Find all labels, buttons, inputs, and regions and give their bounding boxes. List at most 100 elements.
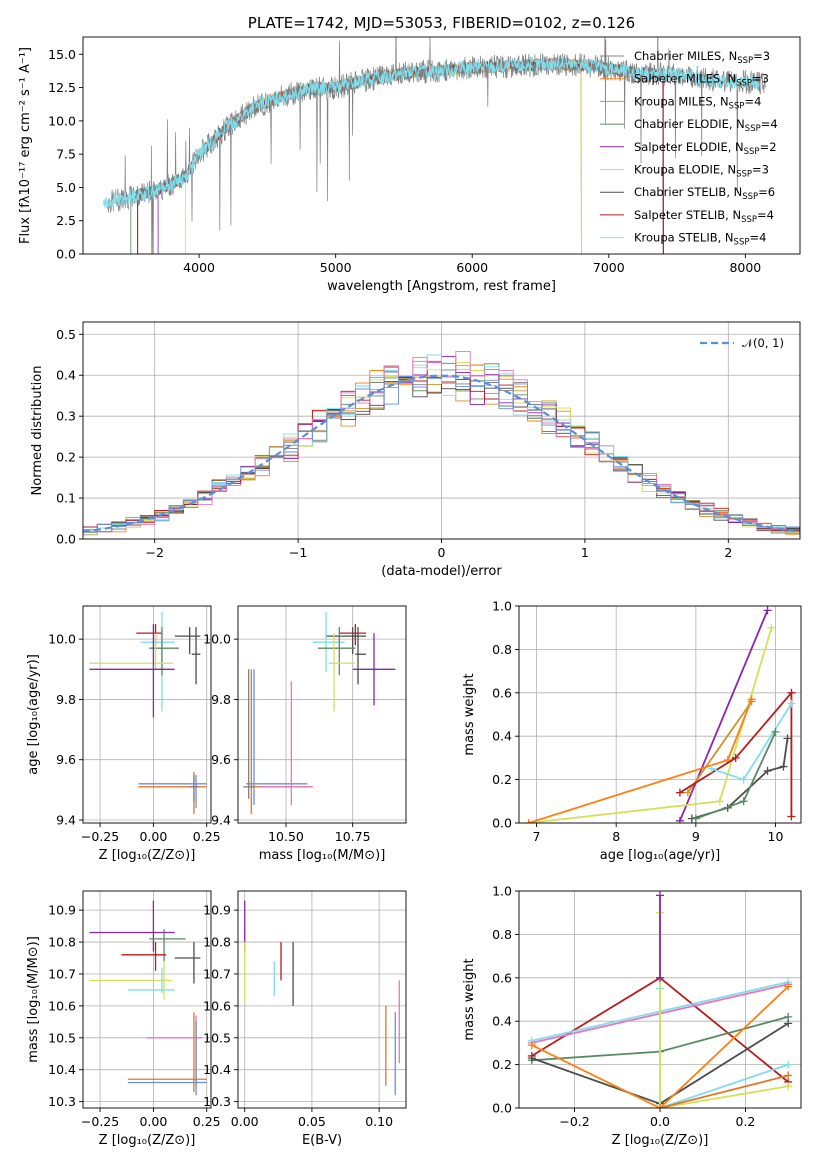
legend-entry: 𝒩(0, 1) xyxy=(742,336,784,350)
y-tick-label: 10.3 xyxy=(48,1094,76,1109)
x-axis-label: mass [log₁₀(M/M⊙)] xyxy=(259,848,386,863)
x-tick-label: −1 xyxy=(289,545,307,560)
model-spectrum-kroupa-stelib-top xyxy=(102,56,760,208)
axes-frame xyxy=(518,605,802,824)
x-tick-label: 0.10 xyxy=(365,1114,393,1129)
y-tick-label: 0.2 xyxy=(492,1057,512,1072)
x-tick-label: 10 xyxy=(768,829,784,844)
x-tick-label: 10.50 xyxy=(268,829,304,844)
y-tick-label: 10.9 xyxy=(48,903,76,918)
x-tick-label: 0.2 xyxy=(736,1114,756,1129)
y-tick-label: 10.4 xyxy=(203,1062,231,1077)
y-tick-label: 9.4 xyxy=(211,812,231,827)
plus-marker xyxy=(783,734,792,743)
plus-marker xyxy=(771,727,780,736)
x-axis-label: Z [log₁₀(Z/Z⊙)] xyxy=(99,848,196,863)
legend-entry: Chabrier MILES, NSSP=3 xyxy=(634,49,770,66)
legend-entry: Chabrier STELIB, NSSP=6 xyxy=(634,185,775,202)
panel-massweight_vs_Z: −0.2 0.0 0.2 0.0 0.2 0.4 0.6 0.8 1.0 Z [log₁₀(Z/Z… xyxy=(462,884,802,1148)
y-axis-label: mass [log₁₀(M/M⊙)] xyxy=(26,936,41,1063)
x-tick-label: 2 xyxy=(724,545,732,560)
x-axis-label: wavelength [Angstrom, rest frame] xyxy=(327,279,556,294)
y-tick-label: 1.0 xyxy=(492,884,512,899)
y-axis-label: mass weight xyxy=(462,673,477,755)
mass-weight-line xyxy=(531,985,789,1108)
x-tick-label: 10.75 xyxy=(335,829,371,844)
mass-weight-line xyxy=(659,1074,789,1108)
mass-weight-line xyxy=(687,700,753,794)
y-tick-label: 2.5 xyxy=(56,213,76,228)
plot-area xyxy=(89,900,207,1096)
x-tick-label: 6000 xyxy=(456,260,488,275)
plus-marker xyxy=(784,1060,793,1069)
plus-marker xyxy=(747,695,756,704)
x-tick-label: 8 xyxy=(612,829,620,844)
legend-entry: Kroupa ELODIE, NSSP=3 xyxy=(634,163,769,180)
legend-entry: Salpeter STELIB, NSSP=4 xyxy=(634,208,774,225)
x-tick-label: 0 xyxy=(438,545,446,560)
plot-area xyxy=(89,612,207,814)
x-tick-label: 5000 xyxy=(320,260,352,275)
x-axis-label: Z [log₁₀(Z/Z⊙)] xyxy=(612,1133,709,1148)
y-tick-label: 0.4 xyxy=(492,729,512,744)
x-tick-label: 0.0 xyxy=(650,1114,670,1129)
plus-marker xyxy=(691,814,700,823)
plus-marker xyxy=(784,1082,793,1091)
x-tick-label: −0.25 xyxy=(81,1114,119,1129)
y-tick-label: 0.0 xyxy=(492,816,512,831)
x-tick-label: 0.00 xyxy=(231,1114,259,1129)
y-tick-label: 10.8 xyxy=(48,935,76,950)
plus-marker xyxy=(683,788,692,797)
plus-marker xyxy=(527,1054,536,1063)
model-spectrum-kroupa_elodie xyxy=(184,57,582,254)
plus-marker xyxy=(675,816,684,823)
plus-marker xyxy=(784,982,793,991)
plus-marker xyxy=(787,699,796,708)
y-tick-label: 0.8 xyxy=(492,642,512,657)
plus-marker xyxy=(527,1041,536,1050)
y-tick-label: 10.0 xyxy=(48,113,76,128)
y-tick-label: 10.6 xyxy=(203,998,231,1013)
model-spectrum-salpeter_miles xyxy=(137,57,664,254)
plus-marker xyxy=(656,973,664,982)
x-tick-label: 9 xyxy=(692,829,700,844)
y-tick-label: 1.0 xyxy=(492,599,512,614)
plot-area xyxy=(83,350,800,536)
mass-weight-line xyxy=(679,690,793,817)
y-tick-label: 0.6 xyxy=(492,970,512,985)
mass-weight-line xyxy=(528,698,753,823)
panel-massweight_vs_age: 7 8 9 10 0.0 0.2 0.4 0.6 0.8 1.0 age [log₁₀(age/yr… xyxy=(462,599,802,863)
mass-weight-line xyxy=(659,912,789,1108)
model-spectrum-salpeter_stelib xyxy=(137,58,664,254)
plus-marker xyxy=(787,812,796,821)
plot-area xyxy=(244,900,400,1096)
panel-mass_vs_Z: −0.25 0.00 0.25 10.3 10.4 10.5 10.6 10.7 10.8 10.… xyxy=(26,890,221,1148)
y-tick-label: 9.4 xyxy=(56,812,76,827)
y-tick-label: 9.6 xyxy=(211,752,231,767)
y-axis-label: Flux [fλ10⁻¹⁷ erg cm⁻² s⁻¹ A⁻¹] xyxy=(18,47,33,244)
legend-entry: Salpeter MILES, NSSP=3 xyxy=(634,72,769,89)
axes-frame xyxy=(82,605,212,824)
plus-marker xyxy=(767,623,776,632)
x-axis-label: Z [log₁₀(Z/Z⊙)] xyxy=(99,1133,196,1148)
chart-title: PLATE=1742, MJD=53053, FIBERID=0102, z=0… xyxy=(248,14,635,32)
plus-marker xyxy=(739,775,748,784)
axes-frame xyxy=(237,605,407,824)
model-spectrum-salpeter_elodie xyxy=(157,56,664,254)
y-tick-label: 10.5 xyxy=(48,1030,76,1045)
panel-spectrum: 4000 5000 6000 7000 8000 0.0 2.5 5.0 7.5 10.0 12.5… xyxy=(18,14,801,294)
x-tick-label: 0.00 xyxy=(139,829,167,844)
mass-weight-line xyxy=(679,609,769,822)
y-axis-label: Normed distribution xyxy=(30,366,45,496)
normal-curve xyxy=(83,374,800,533)
plus-marker xyxy=(763,606,772,615)
legend-entry: Chabrier ELODIE, NSSP=4 xyxy=(634,117,778,134)
y-tick-label: 9.6 xyxy=(56,752,76,767)
legend-entry: Salpeter ELODIE, NSSP=2 xyxy=(634,140,777,157)
model-spectrum-chabrier_elodie xyxy=(130,58,664,254)
axes-frame xyxy=(237,890,407,1109)
legend-entry: Kroupa STELIB, NSSP=4 xyxy=(634,231,766,248)
plus-marker xyxy=(656,891,664,900)
y-tick-label: 10.8 xyxy=(203,935,231,950)
